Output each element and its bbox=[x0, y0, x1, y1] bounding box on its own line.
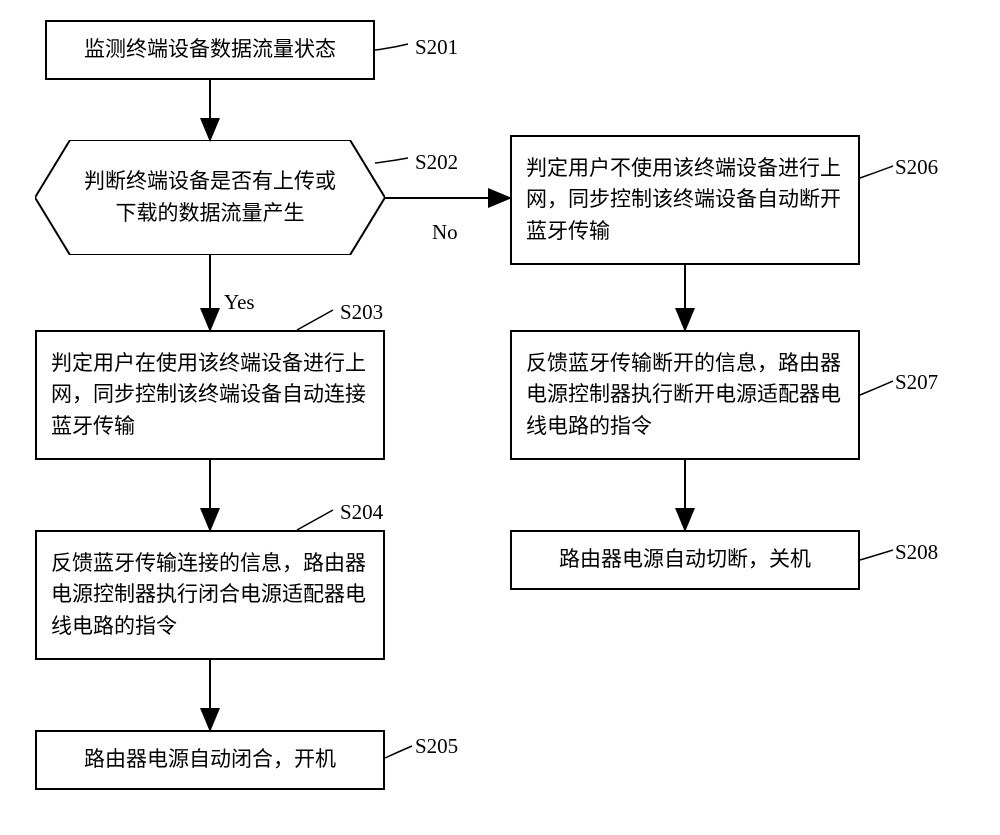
node-s205: 路由器电源自动闭合，开机 bbox=[35, 730, 385, 790]
label-s202: S202 bbox=[415, 150, 458, 175]
node-s201: 监测终端设备数据流量状态 bbox=[45, 20, 375, 80]
node-s206-text: 判定用户不使用该终端设备进行上网，同步控制该终端设备自动断开蓝牙传输 bbox=[526, 153, 844, 248]
node-s208: 路由器电源自动切断，关机 bbox=[510, 530, 860, 590]
node-s204-text: 反馈蓝牙传输连接的信息，路由器电源控制器执行闭合电源适配器电线电路的指令 bbox=[51, 548, 369, 643]
node-s207: 反馈蓝牙传输断开的信息，路由器电源控制器执行断开电源适配器电线电路的指令 bbox=[510, 330, 860, 460]
node-s202: 判断终端设备是否有上传或下载的数据流量产生 bbox=[35, 140, 385, 255]
node-s208-text: 路由器电源自动切断，关机 bbox=[559, 544, 811, 576]
label-s206: S206 bbox=[895, 155, 938, 180]
node-s203-text: 判定用户在使用该终端设备进行上网，同步控制该终端设备自动连接蓝牙传输 bbox=[51, 348, 369, 443]
label-s205: S205 bbox=[415, 734, 458, 759]
node-s203: 判定用户在使用该终端设备进行上网，同步控制该终端设备自动连接蓝牙传输 bbox=[35, 330, 385, 460]
edge-label-no: No bbox=[432, 220, 458, 245]
node-s204: 反馈蓝牙传输连接的信息，路由器电源控制器执行闭合电源适配器电线电路的指令 bbox=[35, 530, 385, 660]
node-s207-text: 反馈蓝牙传输断开的信息，路由器电源控制器执行断开电源适配器电线电路的指令 bbox=[526, 348, 844, 443]
label-s203: S203 bbox=[340, 300, 383, 325]
label-s201: S201 bbox=[415, 35, 458, 60]
node-s206: 判定用户不使用该终端设备进行上网，同步控制该终端设备自动断开蓝牙传输 bbox=[510, 135, 860, 265]
node-s202-text: 判断终端设备是否有上传或下载的数据流量产生 bbox=[75, 166, 345, 229]
label-s204: S204 bbox=[340, 500, 383, 525]
node-s201-text: 监测终端设备数据流量状态 bbox=[84, 34, 336, 66]
node-s205-text: 路由器电源自动闭合，开机 bbox=[84, 744, 336, 776]
edge-label-yes: Yes bbox=[224, 290, 255, 315]
label-s207: S207 bbox=[895, 370, 938, 395]
flowchart-container: 监测终端设备数据流量状态 判断终端设备是否有上传或下载的数据流量产生 判定用户在… bbox=[0, 0, 1000, 835]
label-s208: S208 bbox=[895, 540, 938, 565]
